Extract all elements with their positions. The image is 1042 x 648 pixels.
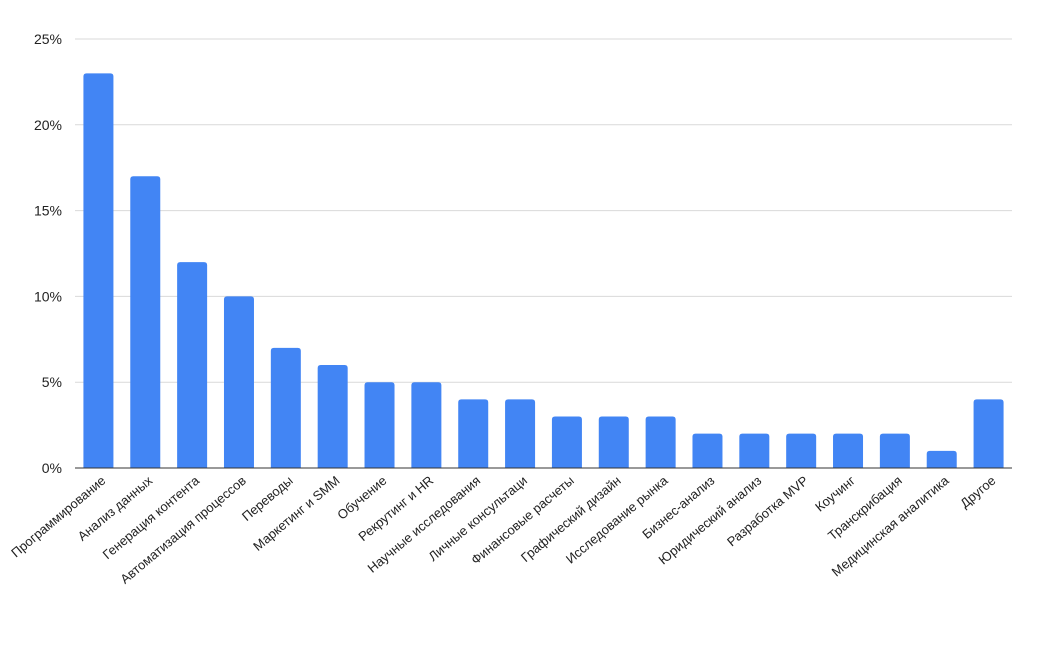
bar	[926, 450, 957, 468]
x-tick-label: Коучинг	[812, 473, 858, 515]
x-tick-label: Маркетинг и SMM	[250, 473, 342, 554]
bar	[130, 176, 161, 468]
bar	[598, 416, 629, 468]
bar	[411, 382, 442, 468]
bar	[739, 433, 770, 468]
x-tick-label: Разработка MVP	[724, 473, 811, 549]
bar	[364, 382, 395, 468]
bar	[270, 347, 301, 468]
bar	[692, 433, 723, 468]
y-tick-label: 10%	[34, 288, 62, 304]
y-tick-label: 15%	[34, 203, 62, 219]
bar	[223, 296, 254, 468]
y-tick-label: 25%	[34, 31, 62, 47]
bar	[458, 399, 489, 468]
y-tick-label: 20%	[34, 117, 62, 133]
y-axis-ticks: 0% 5% 10% 15% 20% 25%	[34, 31, 62, 476]
bar	[786, 433, 817, 468]
y-tick-label: 0%	[42, 460, 62, 476]
bar	[645, 416, 676, 468]
x-tick-label: Другое	[957, 473, 998, 511]
gridlines	[75, 38, 1012, 383]
bar	[551, 416, 582, 468]
bar	[83, 73, 114, 468]
bars	[83, 73, 1004, 468]
bar	[833, 433, 864, 468]
bar	[177, 262, 208, 468]
bar	[505, 399, 536, 468]
y-tick-label: 5%	[42, 374, 62, 390]
bar	[879, 433, 910, 468]
bar	[973, 399, 1004, 468]
bar	[317, 365, 348, 468]
